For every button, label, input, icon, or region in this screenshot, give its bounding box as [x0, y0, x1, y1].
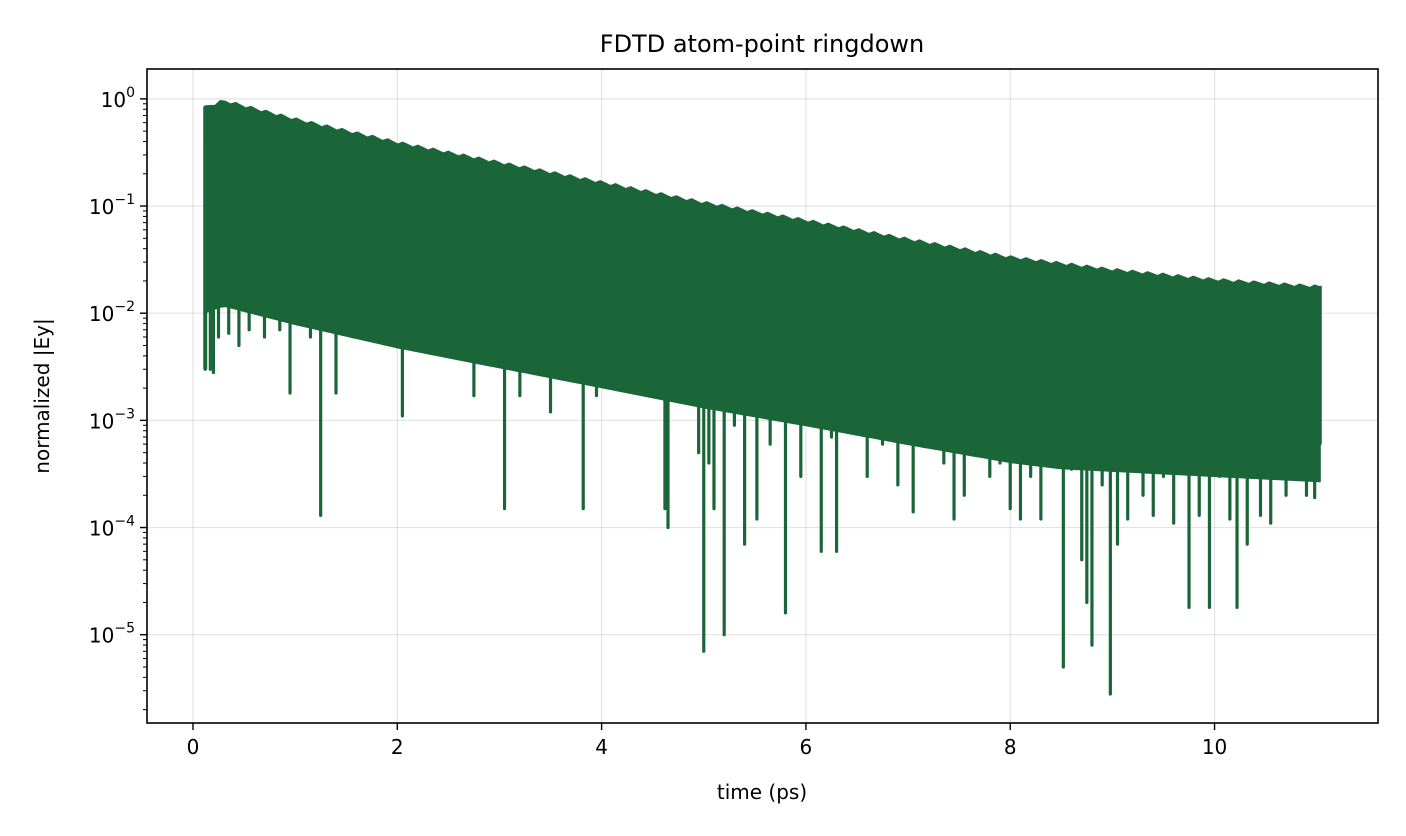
x-axis-label: time (ps) — [717, 780, 807, 804]
y-tick-label: 100 — [101, 85, 135, 112]
y-axis-label: normalized |Ey| — [30, 318, 54, 473]
x-tick-label: 0 — [187, 735, 200, 759]
y-tick-label: 10−5 — [89, 621, 135, 648]
x-tick-label: 2 — [391, 735, 404, 759]
series-group — [203, 100, 1322, 696]
x-tick-label: 8 — [1004, 735, 1017, 759]
x-tick-label: 6 — [800, 735, 813, 759]
chart-title: FDTD atom-point ringdown — [600, 30, 924, 58]
y-tick-label: 10−3 — [89, 406, 135, 433]
y-tick-label: 10−4 — [89, 514, 135, 541]
x-axis: 0 2 4 6 8 10 — [187, 723, 1227, 759]
plot-frame — [146, 68, 1379, 724]
x-tick-label: 10 — [1202, 735, 1227, 759]
y-tick-label: 10−1 — [89, 192, 135, 219]
x-tick-label: 4 — [595, 735, 608, 759]
y-tick-label: 10−2 — [89, 299, 135, 326]
y-axis: 100 10−1 10−2 10−3 10−4 10−5 — [89, 85, 147, 711]
